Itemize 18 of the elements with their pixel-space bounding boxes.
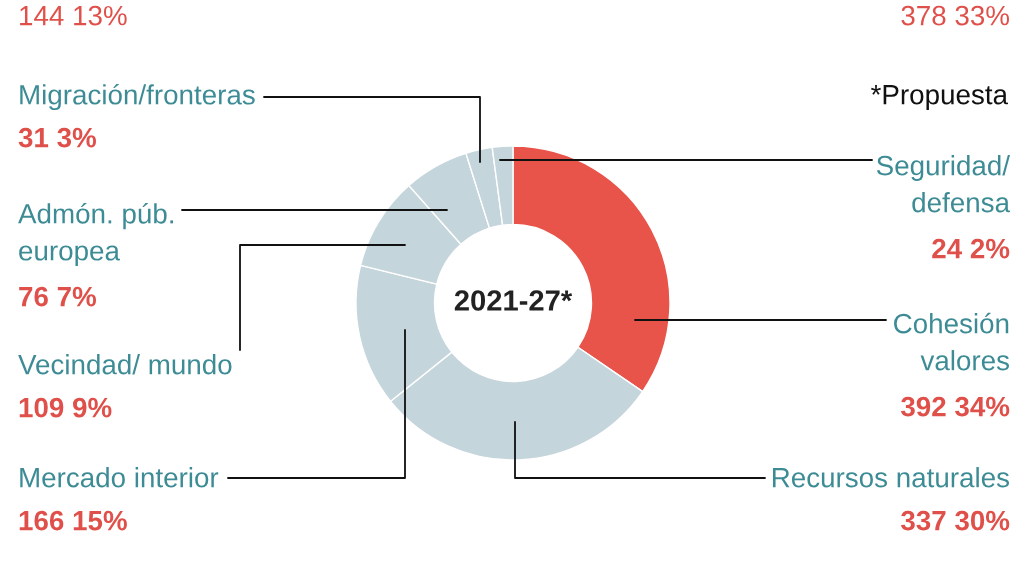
slice-label: Vecindad/ mundo: [18, 354, 232, 375]
text: 144 13%: [20, 5, 127, 26]
data-label: 24 2%: [932, 238, 1010, 259]
data-label: 392 34%: [900, 396, 1010, 417]
data-label: 31 3%: [18, 127, 97, 148]
slice-label: Migración/fronteras: [20, 83, 255, 111]
data-label: 109 9%: [19, 397, 112, 418]
slice-label: Cohesión valores: [894, 312, 1009, 371]
text: *Propuesta: [871, 85, 1009, 110]
slice-label: Seguridad/ defensa: [876, 155, 1011, 213]
data-label: 337 30%: [900, 510, 1010, 531]
slice-label: Admón. púb. europea: [18, 202, 173, 267]
slice-label: Mercado interior: [20, 467, 219, 488]
text: 378 33%: [901, 5, 1010, 26]
data-label: 76 7%: [19, 286, 97, 307]
slice-label: Recursos naturales: [772, 467, 1010, 488]
data-label: 166 15%: [19, 510, 127, 531]
text: 2021-27*: [454, 290, 573, 311]
